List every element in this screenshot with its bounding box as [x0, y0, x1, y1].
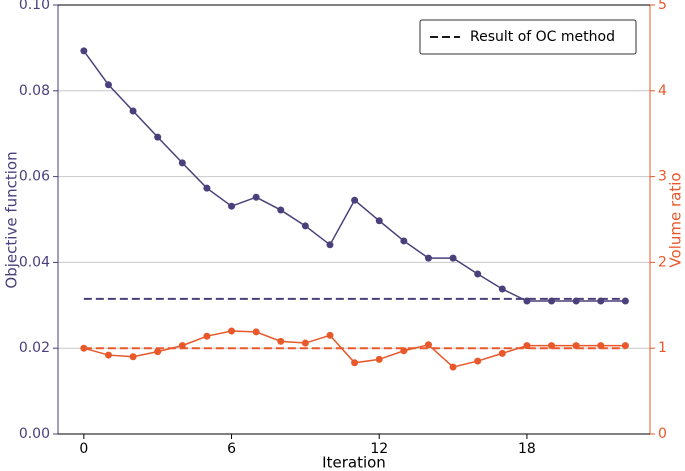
point [474, 357, 482, 365]
legend-label: Result of OC method [470, 29, 615, 45]
point [252, 193, 260, 201]
point [277, 206, 285, 214]
point [228, 202, 236, 210]
point [621, 342, 629, 350]
y2-tick-label: 3 [658, 169, 667, 185]
y-tick-label: 0.10 [19, 0, 50, 13]
point [228, 327, 236, 335]
point [351, 196, 359, 204]
point [80, 47, 88, 55]
point [375, 217, 383, 225]
point [203, 184, 211, 192]
series-line [83, 50, 626, 302]
x-tick-label: 0 [79, 441, 88, 457]
point [449, 254, 457, 262]
y-axis-label: Objective function [3, 151, 21, 288]
x-axis-label: Iteration [322, 454, 386, 471]
point [424, 341, 432, 349]
point [572, 342, 580, 350]
x-tick-label: 6 [227, 441, 236, 457]
point [548, 297, 556, 305]
y-tick-label: 0.00 [19, 426, 50, 442]
point [621, 297, 629, 305]
point [375, 355, 383, 363]
point [178, 342, 186, 350]
point [597, 342, 605, 350]
point [597, 297, 605, 305]
point [154, 133, 162, 141]
point [400, 347, 408, 355]
point [301, 222, 309, 230]
point [400, 237, 408, 245]
y-tick-label: 0.08 [19, 83, 50, 99]
point [498, 285, 506, 293]
legend-box [419, 19, 637, 55]
y2-tick-label: 1 [658, 340, 667, 356]
point [129, 353, 137, 361]
point [326, 331, 334, 339]
point [326, 241, 334, 249]
y2-tick-label: 2 [658, 254, 667, 270]
point [80, 344, 88, 352]
point [277, 337, 285, 345]
point [424, 254, 432, 262]
point [301, 339, 309, 347]
point [351, 359, 359, 367]
y-tick-label: 0.06 [19, 169, 50, 185]
point [548, 342, 556, 350]
x-tick-label: 18 [518, 441, 536, 457]
point [104, 81, 112, 89]
point [252, 328, 260, 336]
point [203, 332, 211, 340]
point [474, 270, 482, 278]
point [449, 363, 457, 371]
point [178, 159, 186, 167]
point [104, 351, 112, 359]
y2-tick-label: 0 [658, 426, 667, 442]
y2-tick-label: 5 [658, 0, 667, 13]
y-tick-label: 0.02 [19, 340, 50, 356]
point [523, 297, 531, 305]
y2-tick-label: 4 [658, 83, 667, 99]
point [498, 349, 506, 357]
point [523, 342, 531, 350]
point [154, 348, 162, 356]
x-tick-label: 12 [370, 441, 388, 457]
point [572, 297, 580, 305]
point [129, 107, 137, 115]
y-tick-label: 0.04 [19, 254, 50, 270]
y2-axis-label: Volume ratio [667, 172, 685, 267]
